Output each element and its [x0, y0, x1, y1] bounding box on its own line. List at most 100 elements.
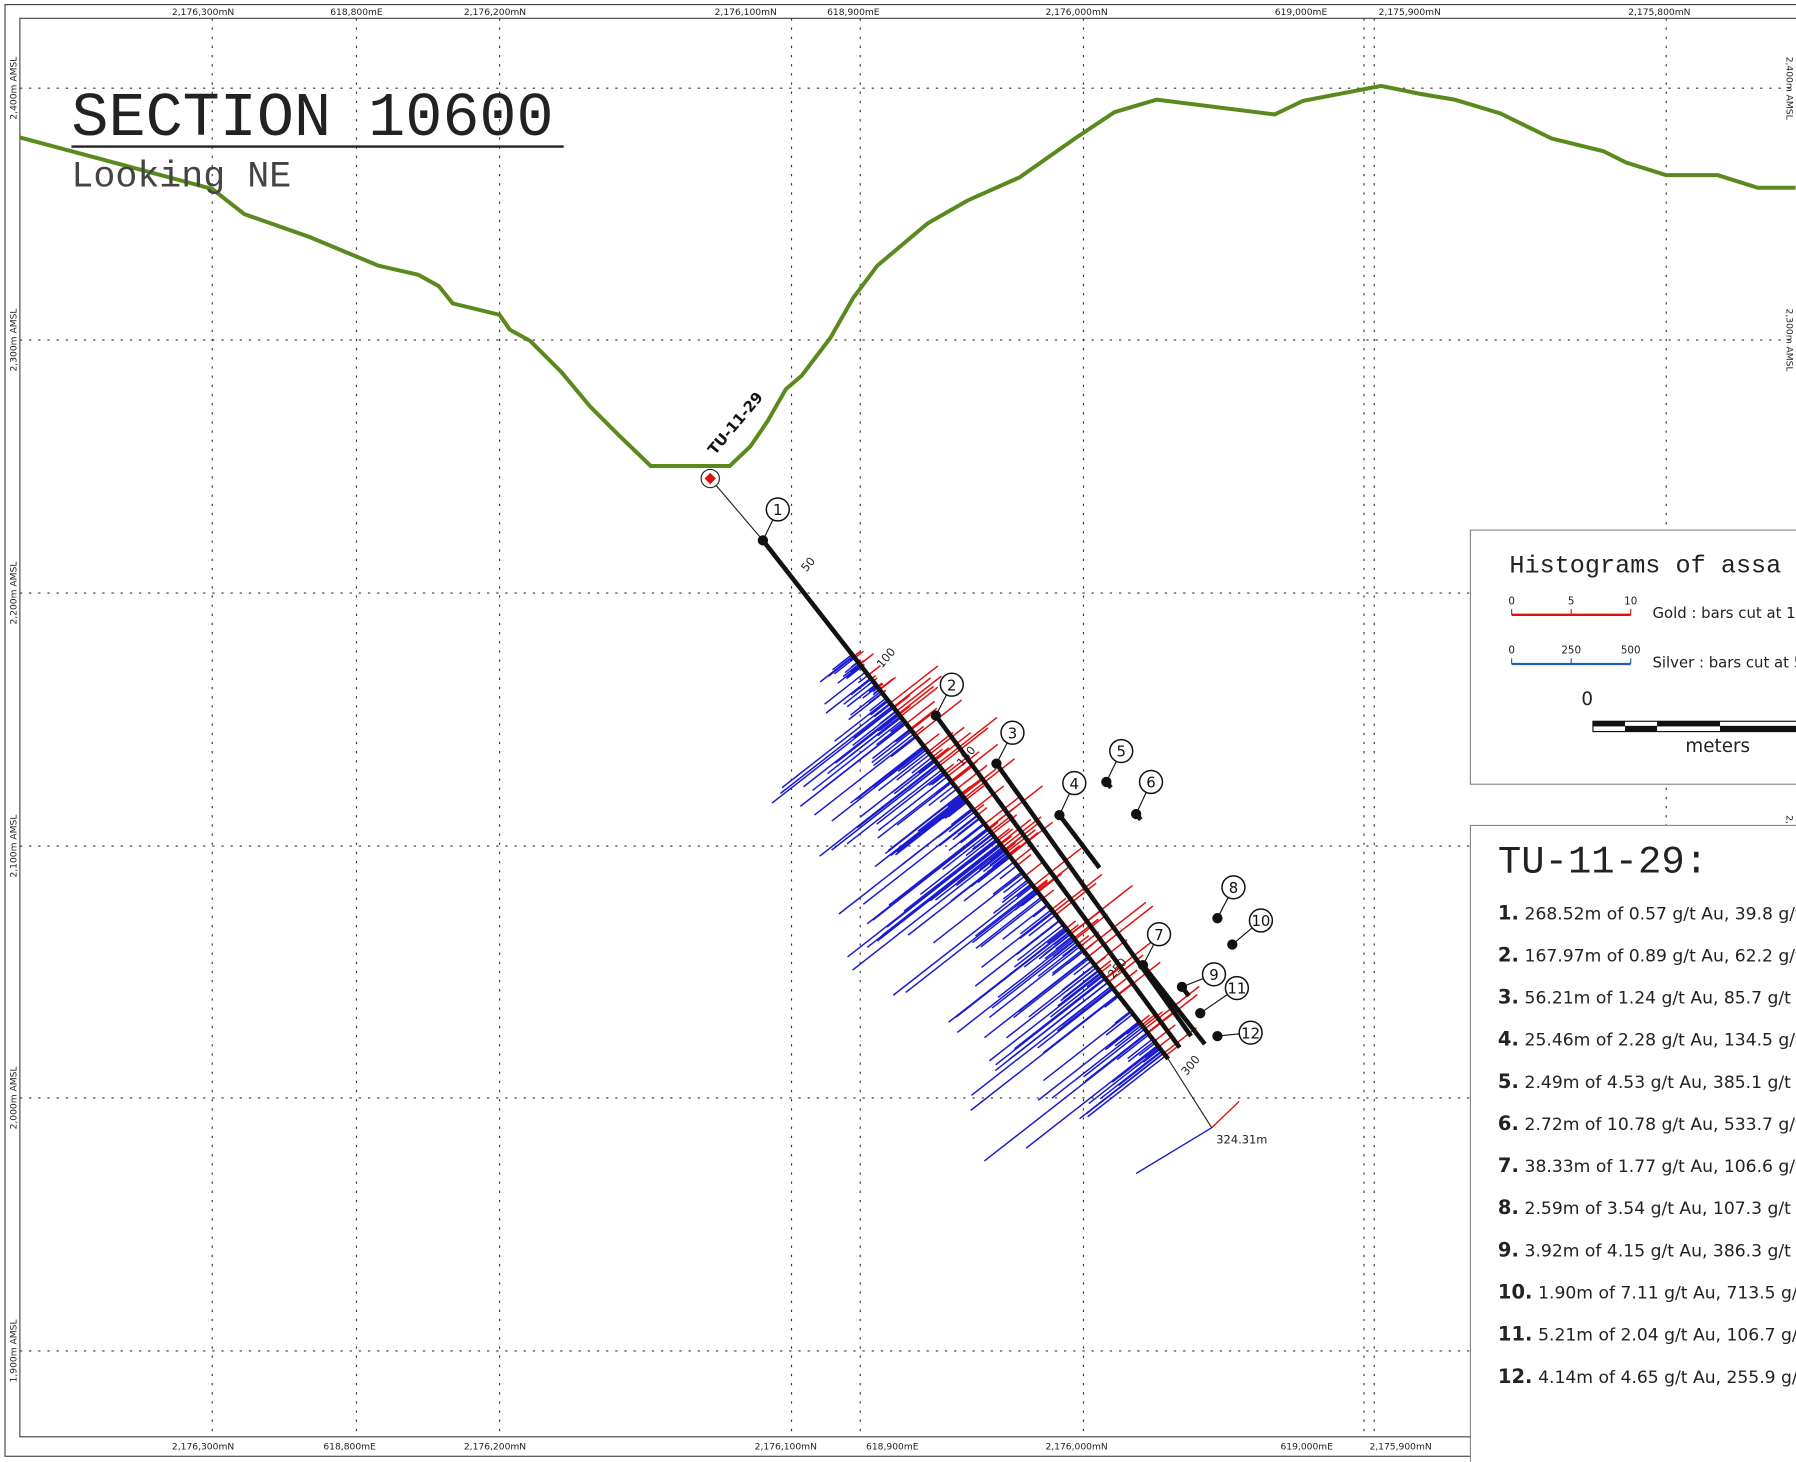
intercept-id: 9: [1209, 966, 1218, 984]
result-item: 9. 3.92m of 4.15 g/t Au, 386.3 g/t Ag: [1498, 1238, 1796, 1261]
intercept-id: 5: [1117, 743, 1126, 761]
gold-bar: [961, 768, 997, 796]
silver-bar: [1037, 988, 1114, 1049]
gold-bar: [1042, 889, 1055, 900]
result-text: 268.52m of 0.57 g/t Au, 39.8 g/t: [1525, 904, 1796, 924]
scale-bar-segment: [1657, 721, 1721, 727]
gold-bar: [1051, 897, 1067, 911]
gold-bar: [1094, 956, 1106, 966]
silver-bar: [977, 856, 1011, 884]
silver-bar: [866, 843, 1001, 948]
left-grid-label: 2,300m AMSL: [9, 308, 19, 372]
intercept-label-circle: [1138, 769, 1164, 795]
gold-bar: [972, 785, 1005, 811]
silver-bar: [974, 919, 1061, 987]
silver-bar: [876, 844, 1002, 942]
silver-bar: [988, 945, 1081, 1019]
results-title: TU-11-29:: [1498, 840, 1708, 884]
grid: 2,176,300mN 618,800mE 2,176,200mN 2,176,100…: [9, 8, 1796, 1452]
silver-bar: [884, 793, 962, 855]
gold-bar: [929, 726, 965, 755]
silver-bar: [1116, 1033, 1150, 1061]
silver-bar: [963, 861, 1015, 902]
silver-bar: [896, 781, 953, 826]
silver-bar: [1126, 1022, 1141, 1035]
silver-bar: [917, 795, 964, 832]
silver-bar: [1127, 1038, 1154, 1060]
gold-bar: [1165, 1046, 1177, 1057]
gold-bar: [896, 675, 942, 712]
gold-bar: [1098, 960, 1112, 971]
intercept-label-circle: [1201, 962, 1227, 987]
silver-bar: [931, 773, 947, 786]
silver-bar: [1114, 1024, 1143, 1047]
gold-bar: [923, 733, 940, 747]
gold-bar: [1153, 1024, 1176, 1042]
silver-bar: [828, 655, 855, 677]
silver-bar: [892, 885, 1034, 996]
result-item: 10. 1.90m of 7.11 g/t Au, 713.5 g/t: [1498, 1281, 1796, 1304]
gold-bar: [984, 796, 1020, 825]
top-grid-label: 2,176,100mN: [715, 8, 777, 18]
silver-bar: [1066, 950, 1085, 965]
silver-bar: [1033, 904, 1049, 917]
bottom-grid-label: 2,176,100mN: [755, 1442, 817, 1452]
silver-bar: [928, 772, 946, 787]
intercept-label-circle: [1000, 720, 1025, 745]
gold-bar: [995, 828, 1011, 840]
hole-trace: [709, 478, 764, 541]
silver-bar: [896, 753, 931, 781]
silver-bar: [886, 839, 998, 928]
silver-bar: [850, 678, 872, 696]
gold-bar: [1035, 879, 1048, 890]
gold-bar: [1077, 935, 1090, 945]
bottom-grid-label: 618,800mE: [323, 1442, 376, 1452]
result-number: 4.: [1498, 1028, 1519, 1051]
silver-bar: [1051, 1026, 1144, 1099]
result-item: 6. 2.72m of 10.78 g/t Au, 533.7 g/t: [1498, 1112, 1796, 1135]
silver-bar: [878, 751, 929, 792]
scale-bar-segment: [1624, 725, 1658, 731]
silver-bar: [1133, 1031, 1149, 1044]
gold-bar: [910, 714, 932, 731]
silver-bar: [1055, 935, 1073, 950]
intercept-id: 11: [1227, 980, 1246, 998]
gold-bar: [1032, 847, 1082, 887]
intercept-id: 2: [947, 676, 956, 694]
section-title: SECTION 10600: [71, 84, 553, 154]
gold-bar: [947, 751, 980, 778]
gold-bar: [1117, 982, 1134, 996]
gold-bar: [892, 677, 932, 708]
left-grid-label: 2,400m AMSL: [9, 56, 19, 120]
gold-bar: [997, 828, 1014, 842]
silver-bar: [990, 849, 1006, 861]
silver-bar: [851, 850, 1006, 971]
silver-bar: [948, 822, 985, 852]
top-grid-label: 2,176,200mN: [464, 8, 526, 18]
intercept-label-circle: [1109, 738, 1134, 764]
intercept: [1141, 963, 1207, 1046]
gold-bar: [956, 764, 988, 790]
silver-bar: [960, 823, 986, 844]
silver-bar: [992, 871, 1023, 895]
gold-bar: [909, 707, 938, 730]
intercept: [933, 714, 1182, 1049]
intercept-label-circle: [939, 672, 965, 697]
silver-bar: [1134, 1047, 1161, 1068]
silver-bar: [1016, 884, 1033, 898]
silver-bar: [980, 897, 1044, 948]
gold-bar: [933, 747, 950, 760]
gold-scale-label: 0: [1508, 595, 1515, 607]
silver-bar: [873, 703, 892, 718]
silver-bar: [799, 723, 907, 807]
silver-bar: [895, 799, 967, 856]
silver-bar: [781, 702, 891, 789]
intercept: [761, 538, 1170, 1061]
intercept-label-circle: [1224, 975, 1250, 1001]
gold-bar: [1006, 829, 1036, 853]
silver-bar: [873, 733, 915, 767]
silver-bar: [944, 800, 968, 819]
intercept-start: [1130, 808, 1142, 820]
result-text: 56.21m of 1.24 g/t Au, 85.7 g/t Ag: [1525, 989, 1796, 1009]
